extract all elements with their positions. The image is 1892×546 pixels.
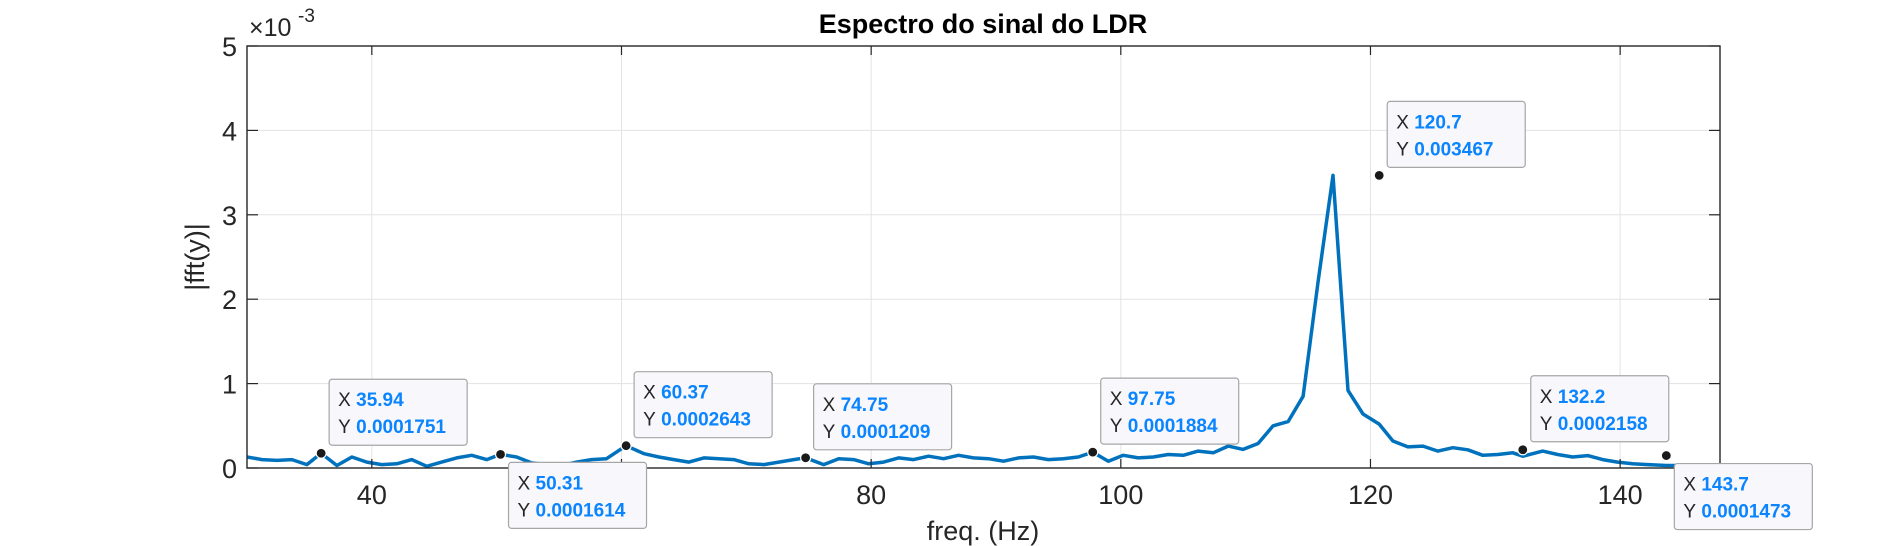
datatip-x-value: 143.7 bbox=[1701, 475, 1749, 496]
exponent-power: -3 bbox=[298, 6, 315, 27]
x-tick-label: 80 bbox=[856, 480, 886, 510]
datatip-box bbox=[1100, 377, 1240, 445]
datatip-x-value: 35.94 bbox=[356, 390, 404, 411]
y-axis-label: |fft(y)| bbox=[180, 223, 210, 291]
datatip-x-prefix: X bbox=[1396, 112, 1409, 133]
datatip-x-value: 132.2 bbox=[1558, 387, 1606, 408]
datatip-box bbox=[813, 383, 953, 451]
datatip-x-value: 74.75 bbox=[841, 395, 889, 416]
datatip-box bbox=[1673, 462, 1813, 531]
datatip-marker bbox=[1087, 446, 1099, 458]
datatip-y-prefix: Y bbox=[338, 417, 351, 438]
datatip-marker bbox=[620, 440, 632, 452]
datatip-x-prefix: X bbox=[1540, 387, 1553, 408]
datatip-y-prefix: Y bbox=[823, 422, 836, 443]
datatip-marker bbox=[494, 448, 507, 460]
y-tick-label: 0 bbox=[222, 454, 237, 484]
datatip-y-value: 0.003467 bbox=[1414, 139, 1493, 160]
y-tick-label: 3 bbox=[222, 201, 237, 231]
datatip-y-prefix: Y bbox=[1540, 414, 1553, 435]
datatip-box bbox=[507, 461, 648, 529]
datatip-y-value: 0.0001473 bbox=[1701, 502, 1791, 523]
datatip-x-value: 120.7 bbox=[1414, 112, 1462, 133]
datatip-y-value: 0.0002643 bbox=[661, 410, 751, 431]
x-tick-label: 40 bbox=[357, 480, 387, 510]
x-tick-label: 100 bbox=[1098, 480, 1143, 510]
y-tick-label: 5 bbox=[222, 32, 237, 62]
chart-title: Espectro do sinal do LDR bbox=[819, 9, 1148, 39]
datatip-y-value: 0.0001751 bbox=[356, 417, 446, 438]
datatip[interactable]: X 50.31Y 0.0001614 bbox=[494, 448, 648, 529]
datatip-y-value: 0.0001614 bbox=[536, 500, 626, 521]
datatip-y-prefix: Y bbox=[1396, 139, 1409, 160]
datatip-y-value: 0.0002158 bbox=[1558, 414, 1648, 435]
datatip-marker bbox=[1373, 169, 1385, 181]
datatip[interactable]: X 97.75Y 0.0001884 bbox=[1087, 377, 1240, 458]
datatip-x-prefix: X bbox=[643, 383, 656, 404]
datatip[interactable]: X 74.75Y 0.0001209 bbox=[800, 383, 953, 464]
datatip-box bbox=[328, 378, 468, 446]
datatip-x-prefix: X bbox=[1683, 475, 1696, 496]
datatip-marker bbox=[800, 452, 812, 464]
datatip-x-prefix: X bbox=[823, 395, 836, 416]
datatip-y-prefix: Y bbox=[1683, 502, 1696, 523]
datatip[interactable]: X 35.94Y 0.0001751 bbox=[315, 378, 468, 459]
datatip[interactable]: X 60.37Y 0.0002643 bbox=[620, 371, 773, 452]
datatip-marker bbox=[1660, 449, 1672, 462]
datatip[interactable]: X 120.7Y 0.003467 bbox=[1373, 100, 1526, 181]
y-tick-label: 4 bbox=[222, 116, 237, 146]
datatip-box bbox=[633, 371, 773, 439]
series-line bbox=[246, 173, 1720, 469]
x-tick-label: 140 bbox=[1598, 480, 1643, 510]
datatip-y-prefix: Y bbox=[643, 410, 656, 431]
datatip-x-prefix: X bbox=[1110, 389, 1123, 410]
datatip-box bbox=[1530, 375, 1670, 443]
datatip-marker bbox=[315, 447, 327, 459]
y-tick-label: 2 bbox=[222, 285, 237, 315]
datatip-x-prefix: X bbox=[518, 473, 531, 494]
y-tick-label: 1 bbox=[222, 370, 237, 400]
exponent-multiplier: ×10 bbox=[249, 14, 291, 42]
x-axis-label: freq. (Hz) bbox=[927, 516, 1040, 546]
datatip-x-value: 50.31 bbox=[536, 473, 584, 494]
plot-axes-box bbox=[246, 45, 1721, 469]
datatip-marker bbox=[1517, 444, 1529, 456]
datatip-y-prefix: Y bbox=[1110, 416, 1123, 437]
datatip-y-prefix: Y bbox=[518, 500, 531, 521]
datatip[interactable]: X 143.7Y 0.0001473 bbox=[1660, 449, 1813, 531]
datatip-y-value: 0.0001209 bbox=[841, 422, 931, 443]
datatip-x-value: 97.75 bbox=[1128, 389, 1176, 410]
datatip[interactable]: X 132.2Y 0.0002158 bbox=[1517, 375, 1670, 456]
datatip-box bbox=[1386, 100, 1526, 168]
series-group bbox=[246, 173, 1720, 469]
datatip-y-value: 0.0001884 bbox=[1128, 416, 1218, 437]
datatip-x-prefix: X bbox=[338, 390, 351, 411]
x-tick-label: 120 bbox=[1348, 480, 1393, 510]
datatip-x-value: 60.37 bbox=[661, 383, 709, 404]
